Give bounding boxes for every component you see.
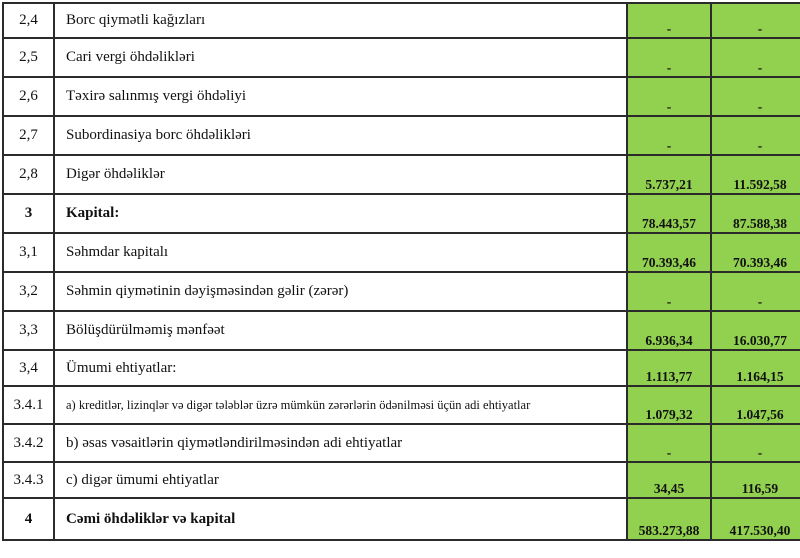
value-previous: 11.592,58 (710, 154, 800, 195)
row-number: 3,1 (2, 232, 55, 273)
row-number: 2,6 (2, 76, 55, 117)
table-row: 2,6 Təxirə salınmış vergi öhdəliyi - - (2, 76, 800, 117)
value-previous: - (710, 271, 800, 312)
item-label-text: c) digər ümumi ehtiyatlar (66, 471, 219, 488)
value-previous: - (710, 76, 800, 117)
item-label-text: Cari vergi öhdəlikləri (66, 49, 195, 66)
value-current: - (626, 423, 712, 463)
value-previous: - (710, 37, 800, 78)
row-number: 4 (2, 497, 55, 541)
value-current: 1.113,77 (626, 349, 712, 387)
value-previous: 1.164,15 (710, 349, 800, 387)
value-current: - (626, 76, 712, 117)
item-label-text: Kapital: (66, 205, 120, 222)
table-row: 2,4 Borc qiymətli kağızları - - (2, 2, 800, 39)
item-label-text: Cəmi öhdəliklər və kapital (66, 510, 236, 527)
value-previous: - (710, 115, 800, 156)
value-previous: - (710, 423, 800, 463)
row-number: 3,2 (2, 271, 55, 312)
row-number: 3,3 (2, 310, 55, 351)
item-label-text: Borc qiymətli kağızları (66, 12, 206, 29)
value-current: - (626, 37, 712, 78)
value-previous: 16.030,77 (710, 310, 800, 351)
value-current: 5.737,21 (626, 154, 712, 195)
item-label: Borc qiymətli kağızları (53, 2, 628, 39)
row-number: 3,4 (2, 349, 55, 387)
value-previous: 1.047,56 (710, 385, 800, 425)
table-row: 3,2 Səhmin qiymətinin dəyişməsindən gəli… (2, 271, 800, 312)
row-number: 2,5 (2, 37, 55, 78)
table-row: 2,5 Cari vergi öhdəlikləri - - (2, 37, 800, 78)
table-row: 3,3 Bölüşdürülməmiş mənfəət 6.936,34 16.… (2, 310, 800, 351)
value-current: - (626, 2, 712, 39)
item-label: Cari vergi öhdəlikləri (53, 37, 628, 78)
table-row: 2,7 Subordinasiya borc öhdəlikləri - - (2, 115, 800, 156)
item-label-text: Ümumi ehtiyatlar: (66, 359, 177, 376)
item-label-text: Səhmin qiymətinin dəyişməsindən gəlir (z… (66, 283, 349, 300)
table-row: 3.4.3 c) digər ümumi ehtiyatlar 34,45 11… (2, 461, 800, 499)
value-current: 34,45 (626, 461, 712, 499)
value-current: 1.079,32 (626, 385, 712, 425)
value-current: - (626, 115, 712, 156)
table-row: 3 Kapital: 78.443,57 87.588,38 (2, 193, 800, 234)
table-row: 2,8 Digər öhdəliklər 5.737,21 11.592,58 (2, 154, 800, 195)
item-label: Kapital: (53, 193, 628, 234)
table-row: 3,1 Səhmdar kapitalı 70.393,46 70.393,46 (2, 232, 800, 273)
value-previous: 70.393,46 (710, 232, 800, 273)
item-label: Səhmdar kapitalı (53, 232, 628, 273)
row-number: 2,8 (2, 154, 55, 195)
value-current: - (626, 271, 712, 312)
item-label-text: Təxirə salınmış vergi öhdəliyi (66, 88, 247, 105)
table-row: 3.4.2 b) əsas vəsaitlərin qiymətləndiril… (2, 423, 800, 463)
item-label: a) kreditlər, lizinqlər və digər tələblə… (53, 385, 628, 425)
item-label: Digər öhdəliklər (53, 154, 628, 195)
financial-table: 2,4 Borc qiymətli kağızları - - 2,5 Cari… (2, 2, 800, 541)
table-row: 3.4.1 a) kreditlər, lizinqlər və digər t… (2, 385, 800, 425)
row-number: 2,7 (2, 115, 55, 156)
row-number: 3 (2, 193, 55, 234)
financial-table-body: 2,4 Borc qiymətli kağızları - - 2,5 Cari… (2, 2, 800, 541)
item-label: c) digər ümumi ehtiyatlar (53, 461, 628, 499)
table-row: 3,4 Ümumi ehtiyatlar: 1.113,77 1.164,15 (2, 349, 800, 387)
item-label-text: Digər öhdəliklər (66, 166, 165, 183)
row-number: 3.4.2 (2, 423, 55, 463)
item-label: Cəmi öhdəliklər və kapital (53, 497, 628, 541)
item-label: Təxirə salınmış vergi öhdəliyi (53, 76, 628, 117)
item-label: Ümumi ehtiyatlar: (53, 349, 628, 387)
row-number: 3.4.1 (2, 385, 55, 425)
row-number: 2,4 (2, 2, 55, 39)
item-label: Bölüşdürülməmiş mənfəət (53, 310, 628, 351)
value-previous: 417.530,40 (710, 497, 800, 541)
item-label-text: a) kreditlər, lizinqlər və digər tələblə… (66, 397, 531, 412)
table-row: 4 Cəmi öhdəliklər və kapital 583.273,88 … (2, 497, 800, 541)
item-label-text: Səhmdar kapitalı (66, 244, 169, 261)
value-current: 583.273,88 (626, 497, 712, 541)
item-label-text: Bölüşdürülməmiş mənfəət (66, 322, 225, 339)
item-label: Səhmin qiymətinin dəyişməsindən gəlir (z… (53, 271, 628, 312)
item-label: Subordinasiya borc öhdəlikləri (53, 115, 628, 156)
item-label-text: Subordinasiya borc öhdəlikləri (66, 127, 251, 144)
value-previous: 87.588,38 (710, 193, 800, 234)
value-current: 6.936,34 (626, 310, 712, 351)
value-current: 78.443,57 (626, 193, 712, 234)
item-label: b) əsas vəsaitlərin qiymətləndirilməsind… (53, 423, 628, 463)
row-number: 3.4.3 (2, 461, 55, 499)
item-label-text: b) əsas vəsaitlərin qiymətləndirilməsind… (66, 434, 403, 451)
value-previous: 116,59 (710, 461, 800, 499)
value-current: 70.393,46 (626, 232, 712, 273)
value-previous: - (710, 2, 800, 39)
